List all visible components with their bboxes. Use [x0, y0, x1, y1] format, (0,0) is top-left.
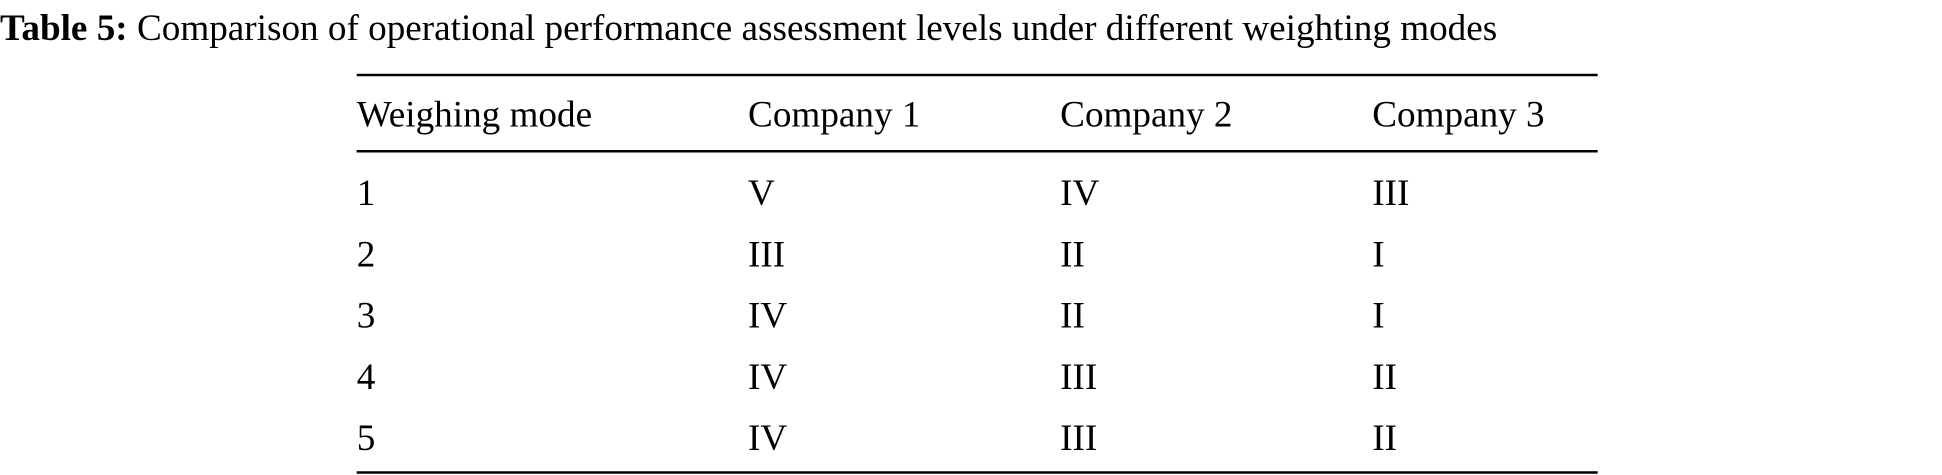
cell-company-2: III	[1060, 356, 1098, 398]
cell-company-2: II	[1060, 295, 1085, 337]
header-weighing-mode: Weighing mode	[356, 93, 593, 135]
cell-weighing-mode: 4	[356, 356, 376, 398]
cell-weighing-mode: 1	[356, 172, 376, 214]
cell-weighing-mode: 3	[356, 295, 376, 337]
header-rule	[356, 150, 1598, 153]
cell-company-3: II	[1372, 417, 1398, 459]
header-company-2: Company 2	[1060, 93, 1233, 135]
cell-weighing-mode: 5	[356, 417, 376, 459]
bottom-rule	[356, 471, 1598, 474]
cell-company-3: I	[1372, 295, 1385, 337]
cell-company-3: I	[1372, 233, 1385, 275]
cell-company-2: II	[1060, 233, 1085, 275]
header-company-1: Company 1	[748, 93, 921, 135]
caption-text: Comparison of operational performance as…	[136, 7, 1498, 49]
cell-company-3: II	[1372, 356, 1398, 398]
cell-company-2: III	[1060, 417, 1098, 459]
header-company-3: Company 3	[1372, 93, 1545, 135]
cell-company-3: III	[1372, 172, 1410, 214]
cell-company-1: IV	[748, 295, 788, 337]
top-rule	[356, 73, 1598, 77]
caption-label: Table 5:	[0, 7, 128, 49]
cell-company-1: IV	[748, 356, 788, 398]
cell-company-1: III	[748, 233, 786, 275]
cell-weighing-mode: 2	[356, 233, 376, 275]
cell-company-2: IV	[1060, 172, 1100, 214]
cell-company-1: IV	[748, 417, 788, 459]
cell-company-1: V	[748, 172, 775, 214]
table-caption: Table 5: Comparison of operational perfo…	[0, 8, 1932, 51]
